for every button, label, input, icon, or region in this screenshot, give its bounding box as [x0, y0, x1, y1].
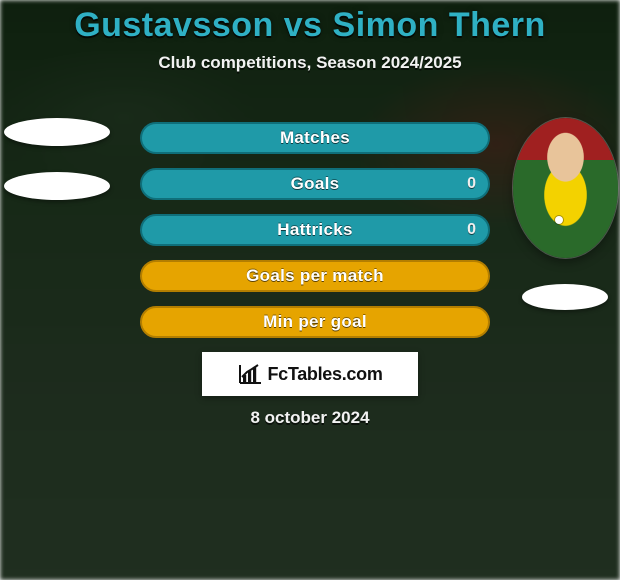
- bar-label: Goals per match: [140, 266, 490, 286]
- bar-row: Hattricks0: [140, 214, 490, 246]
- bar-label: Hattricks: [140, 220, 490, 240]
- bar-label: Goals: [140, 174, 490, 194]
- flag-pill: [522, 284, 608, 310]
- comparison-bars: MatchesGoals0Hattricks0Goals per matchMi…: [140, 122, 490, 352]
- date-label: 8 october 2024: [0, 408, 620, 428]
- bar-label: Min per goal: [140, 312, 490, 332]
- site-badge: FcTables.com: [202, 352, 418, 396]
- bar-label: Matches: [140, 128, 490, 148]
- player-portrait: [513, 118, 618, 258]
- bar-value-right: 0: [467, 175, 476, 193]
- page-title: Gustavsson vs Simon Thern: [0, 6, 620, 45]
- bar-row: Matches: [140, 122, 490, 154]
- bar-value-right: 0: [467, 221, 476, 239]
- flag-pill: [4, 118, 110, 146]
- bar-row: Min per goal: [140, 306, 490, 338]
- brand-text: FcTables.com: [267, 364, 382, 385]
- player-left: [2, 118, 112, 200]
- flag-pill: [4, 172, 110, 200]
- infographic: Gustavsson vs Simon Thern Club competiti…: [0, 0, 620, 580]
- chart-icon: [237, 363, 263, 385]
- player-right: [510, 118, 620, 310]
- bar-row: Goals per match: [140, 260, 490, 292]
- bar-row: Goals0: [140, 168, 490, 200]
- subtitle: Club competitions, Season 2024/2025: [0, 53, 620, 73]
